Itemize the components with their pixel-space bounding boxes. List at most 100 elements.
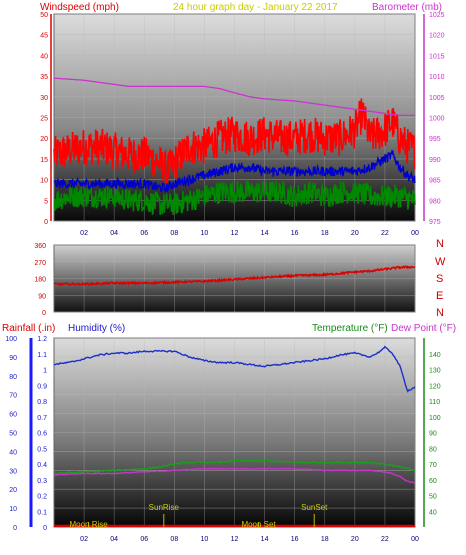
thermo-series xyxy=(53,345,416,528)
barometer-axis-title: Barometer (mb) xyxy=(372,2,442,13)
y-tick-label-rain: 0.7 xyxy=(37,415,47,422)
x-tick-label: 18 xyxy=(321,536,329,543)
x-tick-label: 04 xyxy=(110,536,118,543)
x-tick-label: 22 xyxy=(381,230,389,237)
y-tick-label-temperature: 70 xyxy=(429,462,437,469)
y-tick-label-wind: 15 xyxy=(40,157,48,164)
y-tick-label-rain: 0.6 xyxy=(37,431,47,438)
x-tick-label: 04 xyxy=(110,230,118,237)
x-tick-label: 10 xyxy=(201,536,209,543)
x-tick-label: 22 xyxy=(381,536,389,543)
y-tick-label-direction: 180 xyxy=(34,277,46,284)
y-tick-label-temperature: 130 xyxy=(429,368,441,375)
x-tick-label: 18 xyxy=(321,230,329,237)
y-tick-label-wind: 40 xyxy=(40,53,48,60)
x-tick-label: 02 xyxy=(80,230,88,237)
compass-label: N xyxy=(436,307,444,319)
y-tick-label-barometer: 975 xyxy=(429,219,441,226)
y-tick-label-humidity: 10 xyxy=(9,506,17,513)
y-tick-label-humidity: 50 xyxy=(9,431,17,438)
y-tick-label-humidity: 100 xyxy=(5,336,17,343)
y-tick-label-rain: 0.2 xyxy=(37,494,47,501)
x-tick-label: 10 xyxy=(201,230,209,237)
x-tick-label: 16 xyxy=(291,536,299,543)
barometer-series xyxy=(53,77,415,117)
y-tick-label-temperature: 110 xyxy=(429,399,440,406)
y-tick-label-humidity: 40 xyxy=(9,449,17,456)
y-tick-label-wind: 50 xyxy=(40,12,48,19)
x-tick-label: 02 xyxy=(80,536,88,543)
x-tick-label: 12 xyxy=(231,536,239,543)
temperature-series xyxy=(53,459,416,475)
rainfall-axis-title: Rainfall (.in) xyxy=(2,323,55,334)
wind-series xyxy=(53,77,416,216)
direction-series xyxy=(53,265,416,287)
y-tick-label-direction: 270 xyxy=(34,260,46,267)
y-tick-label-temperature: 90 xyxy=(429,431,437,438)
y-tick-label-barometer: 1025 xyxy=(429,12,445,19)
x-tick-label: 06 xyxy=(140,230,148,237)
y-tick-label-wind: 25 xyxy=(40,116,48,123)
y-tick-label-humidity: 90 xyxy=(9,355,17,362)
y-tick-label-rain: 0.1 xyxy=(37,509,47,516)
y-tick-label-wind: 5 xyxy=(44,198,48,205)
chart-title: 24 hour graph day - January 22 2017 xyxy=(173,2,338,13)
y-tick-label-temperature: 60 xyxy=(429,478,437,485)
y-tick-label-temperature: 50 xyxy=(429,494,437,501)
y-tick-label-rain: 1.2 xyxy=(37,336,47,343)
y-tick-label-humidity: 70 xyxy=(9,393,17,400)
event-label: Moon Set xyxy=(241,520,276,529)
y-tick-label-barometer: 1020 xyxy=(429,33,445,40)
y-tick-label-temperature: 40 xyxy=(429,509,437,516)
y-tick-label-barometer: 1015 xyxy=(429,53,445,60)
compass-label: E xyxy=(436,290,443,302)
y-tick-label-wind: 35 xyxy=(40,74,48,81)
y-tick-label-rain: 1.1 xyxy=(37,352,47,359)
temperature-axis-title: Temperature (°F) xyxy=(312,323,388,334)
x-tick-label: 00 xyxy=(411,536,419,543)
thermo-axes: 010203040506070809010000.10.20.30.40.50.… xyxy=(5,336,440,543)
y-tick-label-barometer: 1000 xyxy=(429,116,445,123)
wind-low-series xyxy=(53,179,416,216)
compass-label: N xyxy=(436,238,444,250)
y-tick-label-rain: 0.8 xyxy=(37,399,47,406)
y-tick-label-direction: 360 xyxy=(34,243,46,250)
dewpoint-series xyxy=(53,467,416,484)
thermo-grid xyxy=(54,337,416,528)
y-tick-label-temperature: 120 xyxy=(429,383,441,390)
y-tick-label-humidity: 20 xyxy=(9,487,17,494)
y-tick-label-barometer: 980 xyxy=(429,198,441,205)
y-tick-label-temperature: 100 xyxy=(429,415,441,422)
y-tick-label-wind: 45 xyxy=(40,33,48,40)
windspeed-axis-title: Windspeed (mph) xyxy=(40,2,119,13)
compass-labels: N W S E N xyxy=(435,238,446,319)
y-tick-label-direction: 90 xyxy=(38,293,46,300)
x-tick-label: 06 xyxy=(140,536,148,543)
event-label: SunSet xyxy=(301,503,328,512)
event-label: SunRise xyxy=(149,503,180,512)
wind-average-series xyxy=(53,149,416,193)
direction-axes: 0 90 180 270 360 xyxy=(34,243,46,317)
x-tick-label: 08 xyxy=(170,536,178,543)
y-tick-label-direction: 0 xyxy=(42,310,46,317)
y-tick-label-barometer: 1010 xyxy=(429,74,445,81)
compass-label: W xyxy=(435,256,446,268)
x-tick-label: 20 xyxy=(351,536,359,543)
y-tick-label-humidity: 60 xyxy=(9,412,17,419)
wind-axes: 0510152025303540455097598098599099510001… xyxy=(40,12,444,237)
y-tick-label-temperature: 140 xyxy=(429,352,441,359)
y-tick-label-temperature: 80 xyxy=(429,446,437,453)
y-tick-label-humidity: 0 xyxy=(13,525,17,532)
x-tick-label: 14 xyxy=(261,230,269,237)
x-tick-label: 16 xyxy=(291,230,299,237)
y-tick-label-barometer: 1005 xyxy=(429,95,445,102)
wind-direction-series xyxy=(53,265,416,287)
y-tick-label-barometer: 995 xyxy=(429,136,441,143)
humidity-series xyxy=(53,345,416,393)
y-tick-label-rain: 0.9 xyxy=(37,383,47,390)
y-tick-label-humidity: 30 xyxy=(9,468,17,475)
y-tick-label-humidity: 80 xyxy=(9,374,17,381)
wind-gust-series xyxy=(53,98,416,188)
y-tick-label-rain: 0 xyxy=(43,525,47,532)
